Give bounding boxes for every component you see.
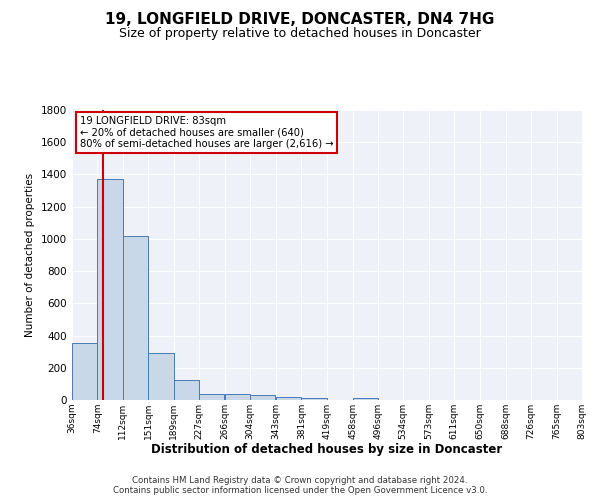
Bar	[148, 354, 174, 400]
Bar	[276, 397, 301, 400]
Text: 19 LONGFIELD DRIVE: 83sqm
← 20% of detached houses are smaller (640)
80% of semi: 19 LONGFIELD DRIVE: 83sqm ← 20% of detac…	[80, 116, 333, 149]
Bar	[250, 395, 275, 400]
Text: Distribution of detached houses by size in Doncaster: Distribution of detached houses by size …	[151, 442, 503, 456]
Bar	[301, 398, 326, 400]
Text: 19, LONGFIELD DRIVE, DONCASTER, DN4 7HG: 19, LONGFIELD DRIVE, DONCASTER, DN4 7HG	[106, 12, 494, 28]
Y-axis label: Number of detached properties: Number of detached properties	[25, 173, 35, 337]
Bar	[72, 343, 97, 400]
Text: Contains HM Land Registry data © Crown copyright and database right 2024.
Contai: Contains HM Land Registry data © Crown c…	[113, 476, 487, 495]
Bar	[122, 236, 148, 400]
Bar	[353, 398, 378, 400]
Bar	[199, 394, 224, 400]
Bar	[225, 394, 250, 400]
Bar	[97, 180, 122, 400]
Text: Size of property relative to detached houses in Doncaster: Size of property relative to detached ho…	[119, 28, 481, 40]
Bar	[174, 380, 199, 400]
